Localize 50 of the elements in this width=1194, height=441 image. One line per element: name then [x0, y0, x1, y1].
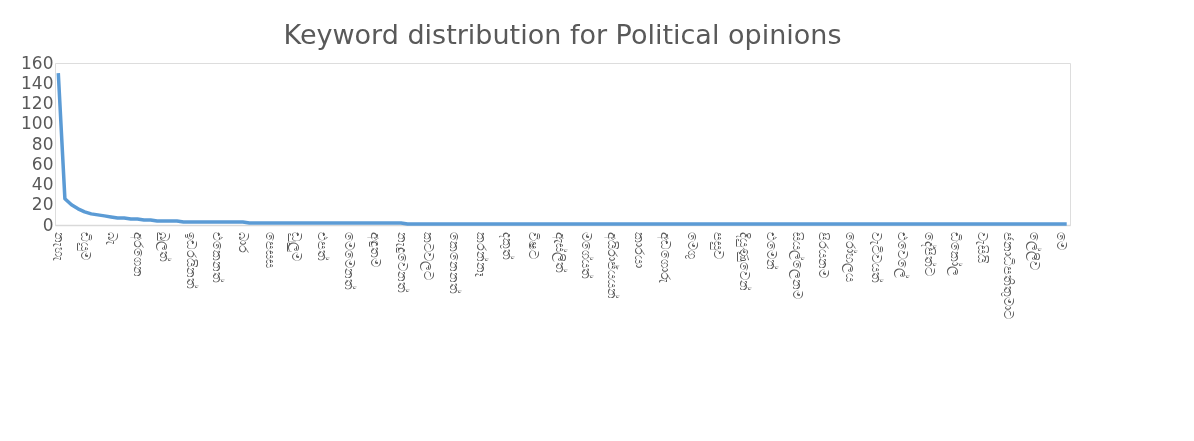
y-tick-label: 20 [31, 194, 54, 215]
x-tick-label: අයිරාජ්යයන් [604, 231, 621, 299]
x-tick-label: කටවලට [419, 231, 436, 280]
x-tick-label: එකෙනත් [209, 231, 225, 283]
y-tick-label: 160 [21, 52, 54, 73]
y-tick-label: 120 [21, 93, 54, 113]
x-tick-label: එපත් [315, 231, 331, 261]
chart-title: Keyword distribution for Political opinions [283, 19, 842, 50]
y-tick-label: 60 [31, 153, 54, 174]
line-series [56, 71, 1069, 226]
x-tick-label: ඩිකෝල [947, 231, 964, 276]
x-tick-label: සියල්ලෙනම [788, 231, 805, 299]
y-tick-label: 40 [31, 174, 54, 194]
x-tick-label: ජනාධිපතිතුමාට [1000, 231, 1016, 319]
x-tick-label: මෙමෙනත් [341, 231, 357, 290]
x-tick-label: අඳුතම [367, 231, 384, 267]
y-tick-label: 100 [21, 113, 54, 134]
x-tick-label: පසුව [709, 231, 726, 259]
x-tick-label: එමෙන් [763, 231, 779, 270]
x-tick-label: කාරයා [631, 231, 647, 268]
x-tick-label: වැටිවයත් [869, 231, 885, 283]
x-tick-label: ඇස්ලිත් [551, 231, 568, 273]
x-tick-label: බුලත් [156, 231, 173, 262]
x-tick-label: අරගෙන [129, 231, 146, 277]
x-tick-label: වැසියි [974, 231, 990, 264]
x-tick-label: බැ [104, 231, 120, 245]
x-tick-label: බාර [236, 231, 252, 253]
x-tick-label: මගේයත් [579, 231, 595, 279]
x-tick-label: කෙනෙනත් [447, 231, 463, 294]
x-tick-label: දියුණුවෙන් [736, 231, 753, 291]
x-tick-label: අඩගොරු [657, 231, 674, 283]
x-tick-label: පෙසස [262, 231, 278, 268]
x-tick-label: දකුත් [498, 231, 515, 260]
x-tick-label: විෂට [526, 231, 542, 259]
y-tick-label: 0 [42, 214, 54, 235]
x-tick-label: ඩියුම [77, 231, 94, 260]
x-tick-label: මෙ [1053, 231, 1069, 250]
x-tick-label: ඩුලුම [287, 231, 305, 261]
x-tick-label: නැහැ [51, 231, 67, 261]
x-tick-label: එවෙලේ [894, 231, 911, 278]
x-tick-label: රෝහලය [841, 231, 858, 282]
x-tick-label: ලේලිව [1026, 231, 1043, 270]
x-tick-label: කරන්නෑ [473, 231, 489, 277]
x-tick-label: ඉඩරයිනත් [183, 231, 199, 289]
x-tick-label: මෙගු [684, 231, 700, 259]
y-tick-label: 140 [21, 72, 54, 93]
x-tick-label: නැදුවෙනත් [394, 231, 410, 293]
x-tick-label: පිරයනම [816, 231, 832, 278]
y-tick-label: 80 [31, 133, 54, 154]
x-tick-label: දේපිත්ට [920, 231, 937, 276]
